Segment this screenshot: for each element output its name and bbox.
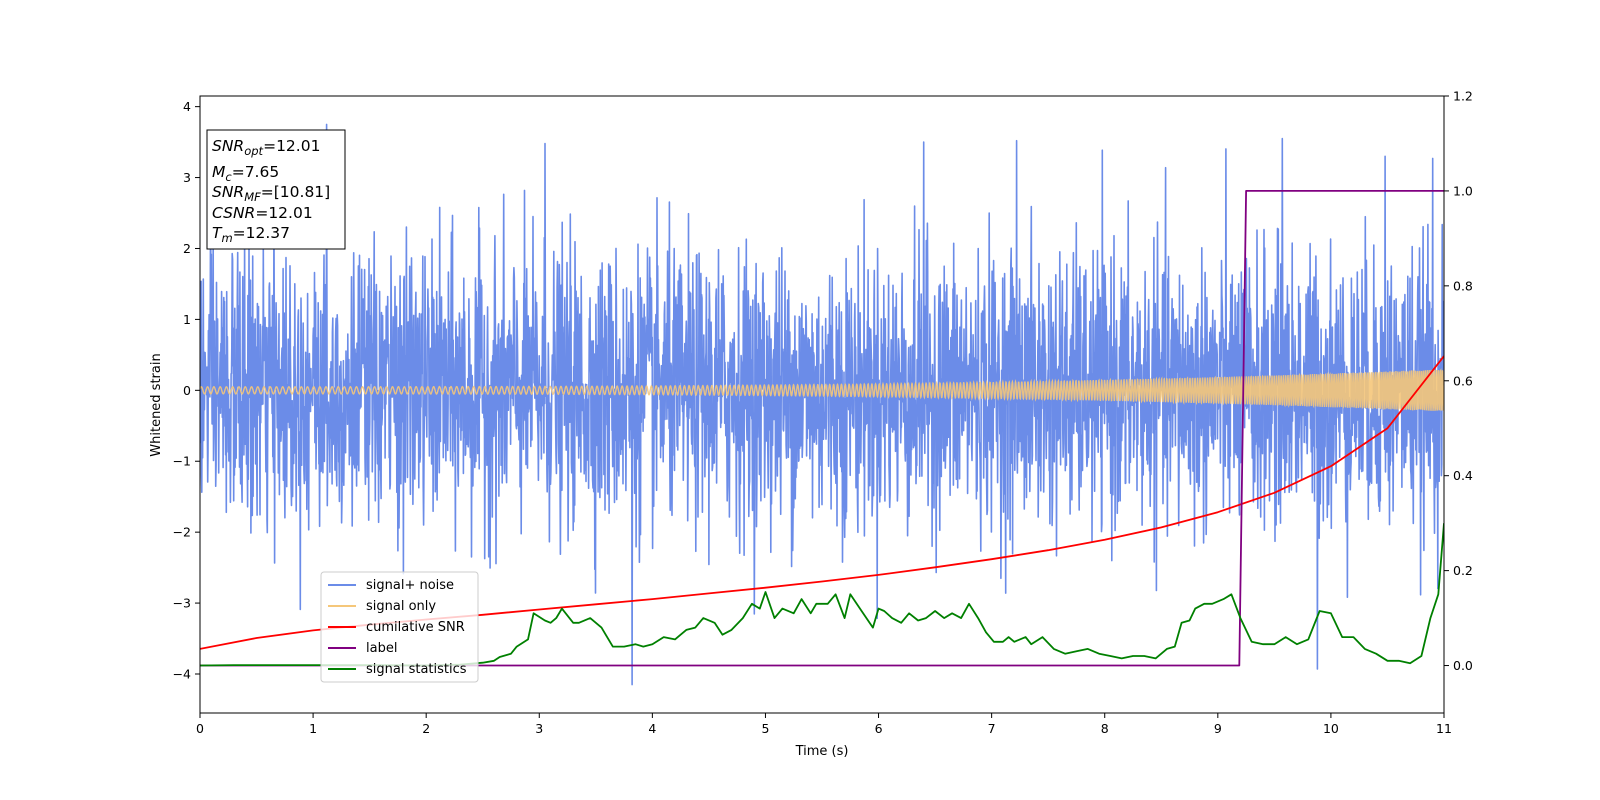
info-snr-mf-value: =[10.81] xyxy=(261,183,330,201)
info-snr-mf-base: SNR xyxy=(212,183,244,201)
x-tick-label: 6 xyxy=(875,721,883,736)
y-tick-label: 4 xyxy=(183,99,191,114)
info-box: SNRopt=12.01 Mc=7.65 SNRMF=[10.81] CSNR=… xyxy=(206,129,346,250)
x-tick-label: 8 xyxy=(1101,721,1109,736)
info-csnr: CSNR=12.01 xyxy=(212,204,313,222)
info-csnr-base: CSNR xyxy=(212,204,255,222)
x-tick-label: 5 xyxy=(761,721,769,736)
info-tm: Tm=12.37 xyxy=(212,224,290,245)
info-mc: Mc=7.65 xyxy=(212,163,279,184)
y-tick-label: −2 xyxy=(173,525,191,540)
info-snr-opt-sub: opt xyxy=(244,144,263,158)
y-tick-label: −1 xyxy=(173,454,191,469)
x-tick-label: 1 xyxy=(309,721,317,736)
info-mc-base: M xyxy=(212,163,225,181)
x-tick-label: 4 xyxy=(648,721,656,736)
info-snr-opt-base: SNR xyxy=(212,137,244,155)
legend-label-signal-noise: signal+ noise xyxy=(366,578,454,593)
series-label-line xyxy=(200,189,1444,667)
x-axis-label: Time (s) xyxy=(795,744,849,759)
legend: signal+ noise signal only cumilative SNR… xyxy=(320,571,479,683)
x-tick-label: 0 xyxy=(196,721,204,736)
info-mc-value: =7.65 xyxy=(232,163,280,181)
info-snr-opt-value: =12.01 xyxy=(263,137,320,155)
y2-tick-label: 0.2 xyxy=(1453,563,1473,578)
x-tick-label: 10 xyxy=(1323,721,1339,736)
y-tick-label: 2 xyxy=(183,241,191,256)
info-box-frame xyxy=(206,129,346,250)
series-signal-only-line xyxy=(200,368,1444,412)
x-tick-label: 7 xyxy=(988,721,996,736)
legend-label-signal-statistics: signal statistics xyxy=(366,662,467,677)
series-signal-statistics-line xyxy=(200,523,1444,667)
info-snr-opt: SNRopt=12.01 xyxy=(212,137,320,158)
legend-label-cumulative-snr: cumilative SNR xyxy=(366,620,465,635)
x-tick-label: 9 xyxy=(1214,721,1222,736)
info-tm-sub: m xyxy=(221,231,232,245)
info-snr-mf-sub: MF xyxy=(244,190,261,204)
x-tick-label: 2 xyxy=(422,721,430,736)
y-tick-label: −3 xyxy=(173,596,191,611)
y-tick-label: −4 xyxy=(173,666,191,681)
info-snr-mf: SNRMF=[10.81] xyxy=(212,183,330,204)
y-axis-label: Whitened strain xyxy=(149,353,164,456)
y2-tick-label: 1.2 xyxy=(1453,89,1473,104)
info-csnr-value: =12.01 xyxy=(255,204,312,222)
legend-frame xyxy=(320,571,479,683)
legend-label-signal-only: signal only xyxy=(366,599,436,614)
y2-tick-label: 0.4 xyxy=(1453,468,1473,483)
y-tick-label: 1 xyxy=(183,312,191,327)
y2-tick-label: 1.0 xyxy=(1453,183,1473,198)
info-tm-base: T xyxy=(212,224,223,242)
y-tick-label: 3 xyxy=(183,170,191,185)
y2-tick-label: 0.8 xyxy=(1453,278,1473,293)
info-tm-value: =12.37 xyxy=(233,224,290,242)
plot-frame xyxy=(199,95,1445,714)
info-mc-sub: c xyxy=(225,170,232,184)
y2-tick-label: 0.0 xyxy=(1453,658,1473,673)
y2-tick-label: 0.6 xyxy=(1453,373,1473,388)
x-tick-label: 11 xyxy=(1436,721,1452,736)
series-signal-noise-line xyxy=(200,123,1444,686)
legend-label-label: label xyxy=(366,641,397,656)
x-tick-label: 3 xyxy=(535,721,543,736)
axes-layer: 0 1 2 3 4 5 6 7 8 9 10 1143210−1−2−3−41.21.00.80.60… xyxy=(173,89,1473,737)
y-tick-label: 0 xyxy=(183,383,191,398)
